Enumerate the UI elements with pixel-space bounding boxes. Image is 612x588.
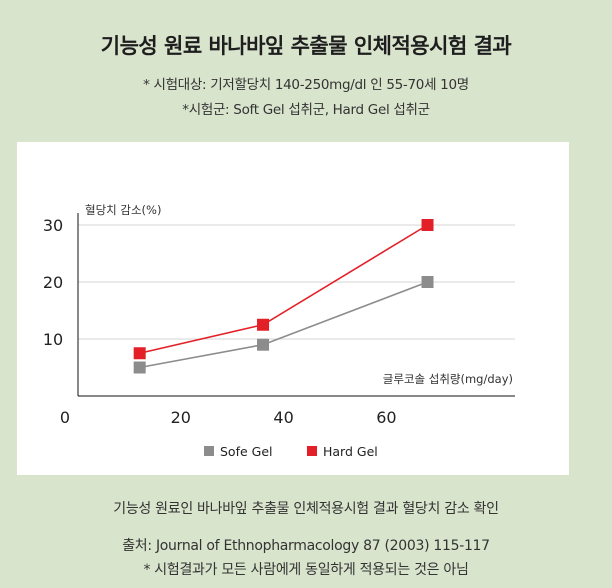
x-tick-label: 0 [60, 408, 70, 427]
legend-swatch-hard-gel [307, 446, 317, 456]
data-point-sofe-gel [257, 338, 270, 351]
study-subjects-text: * 시험대상: 기저할당치 140-250mg/dl 인 55-70세 10명 [143, 77, 469, 93]
legend-label-sofe-gel: Sofe Gel [220, 444, 273, 459]
data-point-hard-gel [257, 318, 270, 331]
x-tick-label: 20 [171, 408, 191, 427]
page-title: 기능성 원료 바나바잎 추출물 인체적용시험 결과 [100, 34, 512, 58]
chart-svg: 혈당치 감소(%) 글루코솔 섭취량(mg/day) 10 20 30 0 20 40 6… [43, 203, 515, 459]
legend-swatch-sofe-gel [204, 446, 214, 456]
legend-label-hard-gel: Hard Gel [323, 444, 378, 459]
result-caption: 기능성 원료인 바나바잎 추출물 인체적용시험 결과 혈당치 감소 확인 [113, 501, 499, 517]
study-groups-text: *시험군: Soft Gel 섭취군, Hard Gel 섭취군 [182, 102, 430, 118]
y-tick-label: 20 [43, 273, 63, 292]
data-point-hard-gel [133, 347, 146, 360]
y-axis-label: 혈당치 감소(%) [85, 203, 161, 217]
data-point-sofe-gel [421, 276, 434, 288]
series-line-sofe-gel [139, 281, 428, 369]
x-tick-label: 40 [273, 408, 293, 427]
source-citation: 출처: Journal of Ethnopharmacology 87 (200… [122, 538, 490, 554]
chart-gridlines [78, 224, 515, 340]
chart-panel: 혈당치 감소(%) 글루코솔 섭취량(mg/day) 10 20 30 0 20 40 6… [17, 142, 569, 475]
disclaimer-note: * 시험결과가 모든 사람에게 동일하게 적용되는 것은 아님 [143, 562, 469, 578]
series-line-hard-gel [139, 224, 428, 355]
x-tick-label: 60 [376, 408, 396, 427]
y-tick-label: 30 [43, 216, 63, 235]
data-point-sofe-gel [133, 361, 146, 374]
y-tick-label: 10 [43, 330, 63, 349]
x-axis-label: 글루코솔 섭취량(mg/day) [383, 372, 513, 386]
data-point-hard-gel [421, 219, 434, 231]
